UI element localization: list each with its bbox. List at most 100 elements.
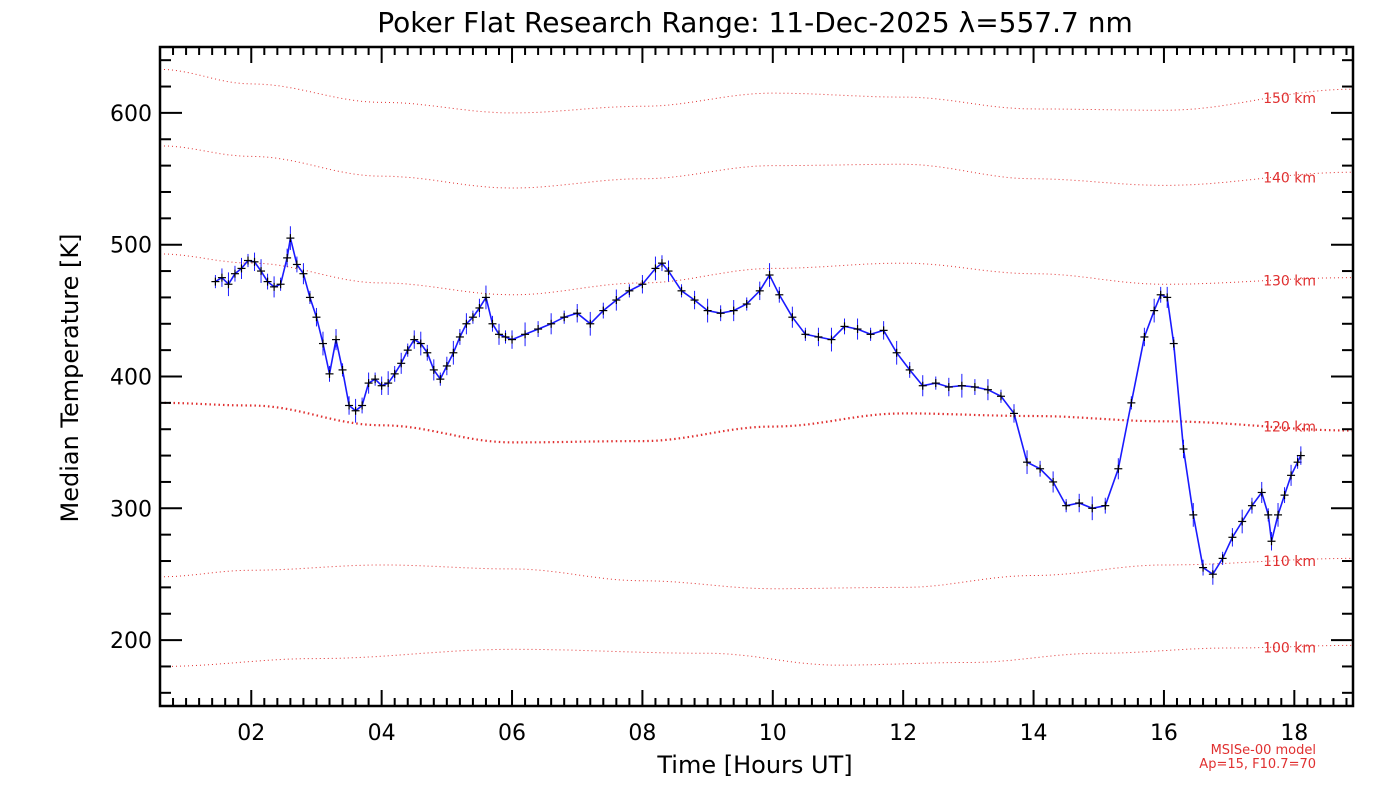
model-curve-130-km — [160, 253, 1353, 296]
data-point — [1267, 532, 1276, 551]
data-point — [742, 297, 751, 311]
model-label-140-km: 140 km — [1263, 171, 1316, 187]
data-point — [853, 318, 862, 340]
data-point — [1179, 439, 1188, 459]
data-point — [1218, 551, 1227, 565]
data-point — [364, 372, 373, 394]
data-point — [1075, 493, 1084, 513]
data-point — [918, 375, 927, 397]
data-point — [436, 372, 445, 386]
data-point — [983, 379, 992, 401]
data-point — [325, 365, 334, 382]
data-point — [508, 330, 517, 349]
data-point — [957, 373, 966, 398]
x-axis-label: Time [Hours UT] — [656, 751, 852, 779]
data-point — [931, 376, 940, 390]
model-label-110-km: 110 km — [1263, 554, 1316, 570]
data-point — [996, 389, 1005, 403]
data-point — [1189, 503, 1198, 527]
data-point — [1293, 455, 1302, 469]
data-point — [534, 321, 543, 337]
data-point — [547, 313, 556, 335]
data-point — [716, 305, 725, 322]
data-point — [501, 330, 510, 344]
x-tick-label: 06 — [498, 721, 526, 746]
data-point — [371, 372, 380, 386]
model-curve-110-km — [160, 557, 1353, 590]
model-label-120-km: 120 km — [1263, 420, 1316, 436]
model-curve-140-km — [160, 145, 1353, 189]
data-point — [879, 321, 888, 340]
model-note-line-1: MSISe-00 model — [1211, 743, 1316, 758]
data-point — [677, 284, 686, 298]
data-point — [1257, 481, 1266, 504]
data-point — [351, 398, 360, 423]
data-point — [345, 396, 354, 415]
data-point — [573, 304, 582, 323]
x-tick-label: 18 — [1280, 721, 1308, 746]
x-tick-label: 10 — [759, 721, 787, 746]
data-point — [1127, 396, 1136, 410]
data-point — [475, 298, 484, 318]
data-point — [283, 248, 292, 268]
model-label-150-km: 150 km — [1263, 91, 1316, 107]
y-tick-label: 600 — [110, 102, 152, 127]
data-point — [840, 318, 849, 335]
data-point — [377, 376, 386, 395]
data-point — [1023, 450, 1032, 475]
data-point — [312, 307, 321, 327]
data-point — [358, 397, 367, 414]
data-point — [263, 273, 272, 290]
data-point — [1199, 559, 1208, 576]
data-point — [305, 290, 314, 305]
data-point — [211, 275, 220, 289]
data-point — [612, 289, 621, 311]
data-point — [703, 298, 712, 323]
data-point — [423, 344, 432, 361]
data-point — [1264, 508, 1273, 522]
data-point — [1296, 446, 1305, 465]
data-point — [586, 311, 595, 336]
data-point — [944, 377, 953, 397]
data-point — [332, 329, 341, 351]
data-point — [814, 327, 823, 347]
data-point — [468, 310, 477, 324]
y-axis-label: Median Temperature [K] — [56, 233, 84, 522]
data-point — [270, 276, 279, 298]
data-point — [410, 330, 419, 349]
x-tick-label: 12 — [889, 721, 917, 746]
data-point — [250, 252, 259, 272]
data-point — [892, 340, 901, 365]
data-point — [1247, 497, 1256, 514]
y-tick-label: 200 — [110, 629, 152, 654]
data-point — [429, 359, 438, 381]
data-point — [638, 275, 647, 294]
model-label-130-km: 130 km — [1263, 273, 1316, 289]
data-point — [1088, 496, 1097, 521]
data-point — [276, 277, 285, 291]
data-point — [462, 313, 471, 335]
data-point — [292, 256, 301, 273]
data-point — [1156, 286, 1165, 303]
data-point — [416, 331, 425, 356]
data-point — [1163, 286, 1172, 308]
data-point — [1140, 327, 1149, 347]
data-point — [788, 306, 797, 328]
x-tick-label: 04 — [368, 721, 396, 746]
y-tick-label: 300 — [110, 497, 152, 522]
data-point — [1228, 528, 1237, 547]
data-point — [257, 259, 266, 283]
data-point — [494, 323, 503, 345]
data-point — [442, 356, 451, 376]
data-point — [1280, 487, 1289, 504]
data-point — [384, 371, 393, 395]
data-point — [765, 263, 774, 287]
model-label-100-km: 100 km — [1263, 640, 1316, 656]
data-point — [1287, 464, 1296, 486]
data-point — [1169, 336, 1178, 351]
data-point — [801, 327, 810, 341]
y-tick-label: 400 — [110, 366, 152, 391]
data-point — [1049, 471, 1058, 493]
model-curve-150-km — [160, 68, 1353, 114]
data-point — [286, 226, 295, 250]
